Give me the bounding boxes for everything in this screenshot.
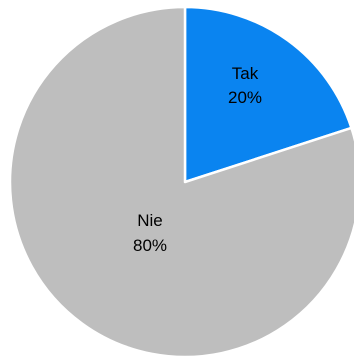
slice-label-nie-value: 80% <box>133 236 167 255</box>
pie-slice-nie <box>8 5 354 359</box>
pie-slices <box>8 5 354 359</box>
slice-label-tak-value: 20% <box>228 88 262 107</box>
slice-label-tak-name: Tak <box>232 64 259 83</box>
pie-labels: Tak 20% Nie 80% <box>133 64 262 255</box>
slice-label-nie-name: Nie <box>137 211 163 230</box>
pie-slice-tak <box>183 5 353 184</box>
